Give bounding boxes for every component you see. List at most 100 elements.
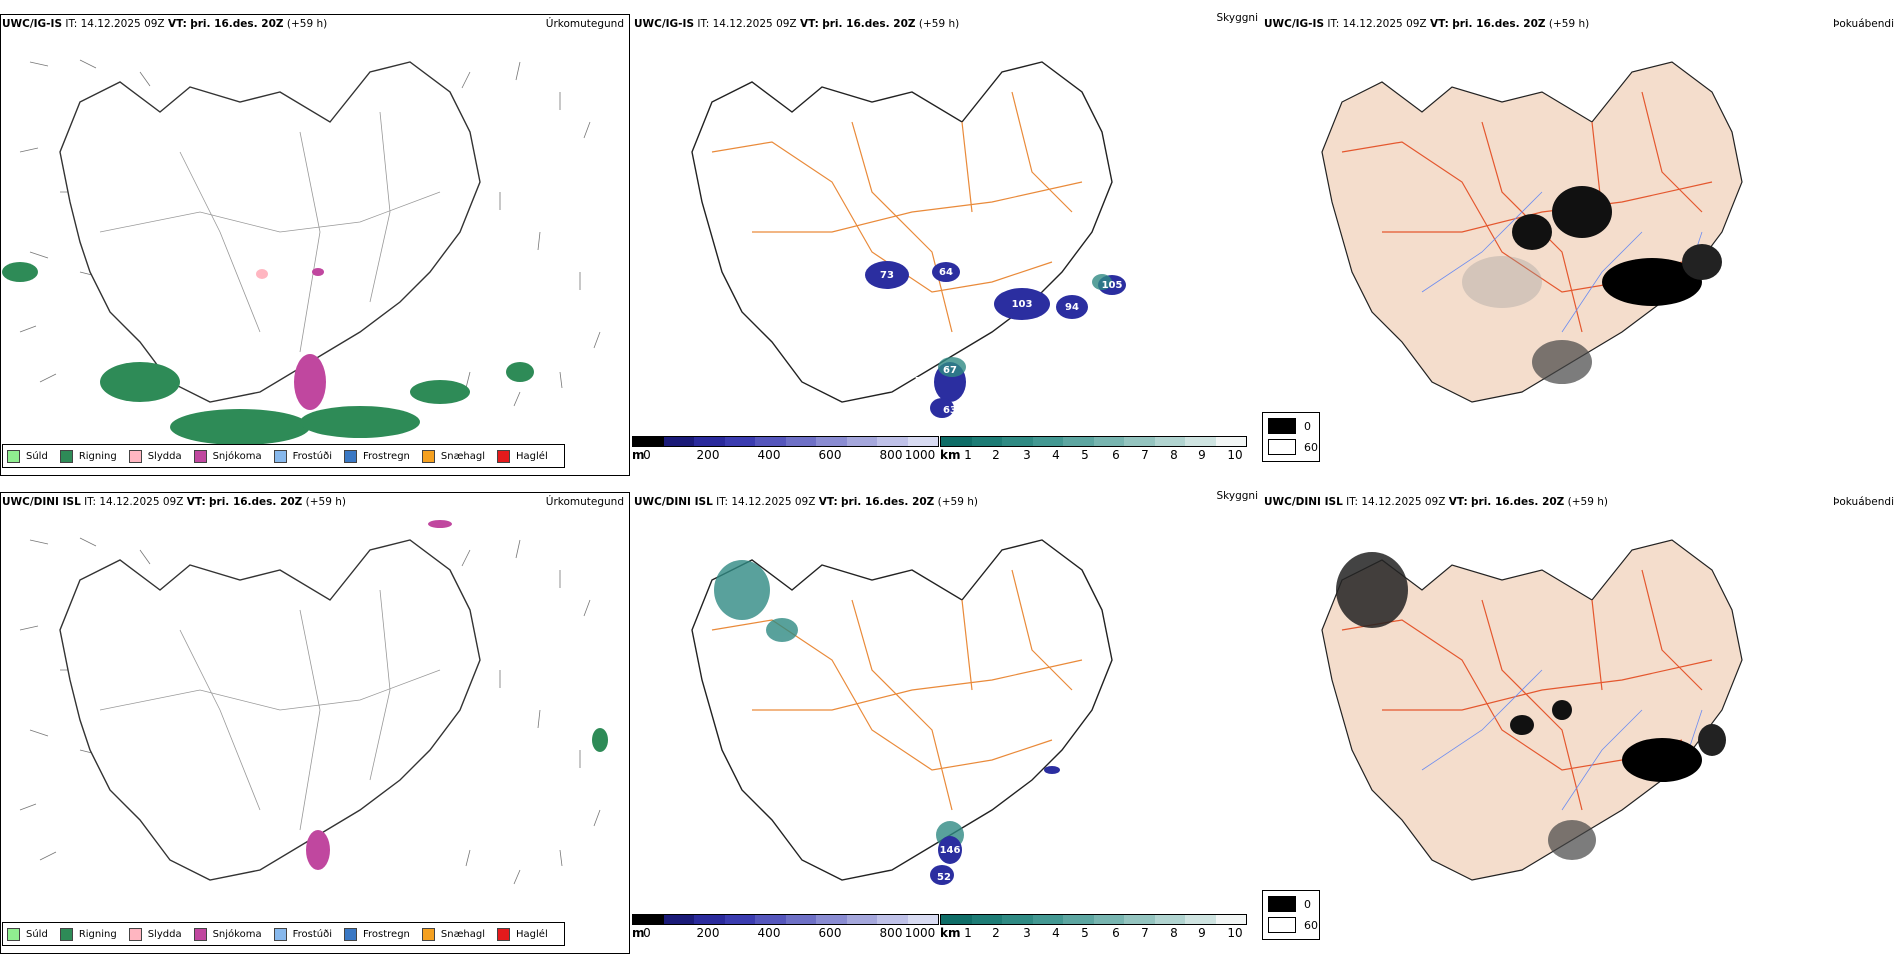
vt-value: þri. 16.des. 20Z bbox=[190, 18, 284, 30]
legend-swatch bbox=[497, 927, 511, 941]
fog-panel-dini: UWC/DINI ISL IT: 14.12.2025 09Z VT: þri.… bbox=[1262, 492, 1894, 954]
roads bbox=[99, 111, 441, 353]
precip-map bbox=[19, 520, 608, 885]
vt-value: þri. 16.des. 20Z bbox=[1452, 18, 1546, 30]
fog-swatch bbox=[1268, 917, 1296, 933]
colorbar-ticks: 1 2 3 4 5 6 7 8 9 10 bbox=[940, 448, 1245, 462]
fog-legend-row1: 0 60 bbox=[1262, 412, 1320, 462]
colorbar-tick: 1000 bbox=[904, 448, 936, 462]
legend-item-snaehagl: Snæhagl bbox=[421, 449, 485, 463]
legend-item-rigning: Rigning bbox=[59, 927, 117, 941]
it-value: 14.12.2025 09Z bbox=[1342, 18, 1427, 30]
lead-time: (+59 h) bbox=[305, 496, 346, 508]
legend-swatch bbox=[193, 927, 207, 941]
fog-map bbox=[1321, 539, 1743, 881]
lead-time: (+59 h) bbox=[937, 496, 978, 508]
colorbar-tick: 200 bbox=[696, 448, 720, 462]
colorbar-m-row2: m 0 200 400 600 800 1000 bbox=[632, 914, 939, 946]
roads bbox=[711, 91, 1083, 333]
colorbar-ticks: 1 2 3 4 5 6 7 8 9 10 bbox=[940, 926, 1245, 940]
colorbar-m-gradient bbox=[632, 914, 939, 925]
colorbar-tick: 5 bbox=[1081, 448, 1089, 462]
cloud-base-labels: 146 52 bbox=[937, 845, 960, 883]
legend-item-frostudi: Frostúði bbox=[273, 927, 332, 941]
colorbar-tick: 4 bbox=[1052, 448, 1060, 462]
colorbar-tick: 4 bbox=[1052, 926, 1060, 940]
legend-swatch bbox=[273, 449, 287, 463]
colorbar-tick: 7 bbox=[1141, 448, 1149, 462]
colorbar-m-row1: m 0 200 400 600 800 1000 bbox=[632, 436, 939, 468]
panel-frame bbox=[0, 14, 630, 476]
panel-type-label: Skyggni bbox=[1216, 12, 1259, 24]
it-label: IT: bbox=[1327, 18, 1340, 30]
visibility-panel-dini: UWC/DINI ISL IT: 14.12.2025 09Z VT: þri.… bbox=[632, 490, 1262, 954]
panel-header: UWC/IG-IS IT: 14.12.2025 09Z VT: þri. 16… bbox=[1264, 18, 1890, 30]
legend-swatch bbox=[344, 449, 357, 463]
fog-legend-black: 0 bbox=[1268, 896, 1311, 912]
fog-legend-white: 60 bbox=[1268, 917, 1318, 933]
colorbar-tick: 3 bbox=[1023, 448, 1031, 462]
fog-swatch bbox=[1268, 896, 1296, 912]
model-name: UWC/DINI ISL bbox=[2, 496, 81, 508]
panel-type-label: Þokuábendi bbox=[1833, 496, 1894, 508]
legend-label: Slydda bbox=[147, 450, 182, 462]
panel-type-label: Úrkomutegund bbox=[545, 18, 624, 30]
precip-panel-dini: UWC/DINI ISL IT: 14.12.2025 09Z VT: þri.… bbox=[0, 492, 630, 954]
it-label: IT: bbox=[697, 18, 710, 30]
cloud-base-label: 10 bbox=[1123, 260, 1137, 271]
legend-label: Haglél bbox=[516, 450, 548, 462]
colorbar-tick: 400 bbox=[757, 448, 781, 462]
lead-time: (+59 h) bbox=[286, 18, 328, 30]
colorbar-tick: 3 bbox=[1023, 926, 1031, 940]
vt-value: þri. 16.des. 20Z bbox=[822, 18, 916, 30]
legend-item-haglel: Haglél bbox=[497, 927, 548, 941]
iceland-land bbox=[1321, 539, 1743, 881]
it-value: 14.12.2025 09Z bbox=[1361, 496, 1446, 508]
model-name: UWC/IG-IS bbox=[634, 18, 695, 30]
legend-item-frostudi: Frostúði bbox=[273, 449, 332, 463]
fog-map bbox=[1321, 61, 1743, 403]
colorbar-tick: 2 bbox=[992, 448, 1000, 462]
cloud-base-label: 74 bbox=[915, 376, 929, 387]
colorbar-ticks: 0 200 400 600 800 1000 bbox=[632, 926, 937, 940]
colorbar-tick: 1 bbox=[964, 926, 972, 940]
legend-swatch bbox=[273, 927, 287, 941]
legend-swatch bbox=[421, 449, 435, 463]
rain-areas bbox=[592, 728, 608, 752]
panel-header: UWC/IG-IS IT: 14.12.2025 09Z VT: þri. 16… bbox=[2, 18, 628, 30]
colorbar-tick: 8 bbox=[1170, 448, 1178, 462]
panel-type-label: Úrkomutegund bbox=[545, 496, 624, 508]
legend-swatch bbox=[128, 927, 142, 941]
legend-label: Súld bbox=[26, 450, 48, 462]
cloud-base-label: 64 bbox=[939, 267, 953, 278]
vt-label: VT: bbox=[1429, 18, 1449, 30]
model-name: UWC/IG-IS bbox=[1264, 18, 1325, 30]
lead-time: (+59 h) bbox=[1567, 496, 1608, 508]
visibility-map: 146 52 bbox=[691, 539, 1113, 885]
legend-swatch bbox=[7, 449, 20, 463]
precip-legend: Súld Rigning Slydda Snjókoma Frostúði Fr… bbox=[2, 444, 565, 468]
legend-swatch bbox=[128, 449, 142, 463]
legend-swatch bbox=[421, 927, 435, 941]
cloud-base-label: 94 bbox=[1065, 302, 1079, 313]
fog-areas bbox=[1336, 552, 1726, 860]
cloud-base-label: 52 bbox=[937, 872, 951, 883]
roads bbox=[711, 569, 1083, 811]
it-label: IT: bbox=[1346, 496, 1359, 508]
rain-areas bbox=[2, 262, 534, 445]
colorbar-unit: m bbox=[632, 926, 645, 940]
snow-areas bbox=[306, 520, 452, 870]
legend-item-sudd: Súld bbox=[7, 927, 48, 941]
legend-swatch bbox=[193, 449, 207, 463]
cloud-teal-areas bbox=[938, 274, 1112, 377]
colorbar-tick: 1000 bbox=[904, 926, 936, 940]
panel-header: UWC/DINI ISL IT: 14.12.2025 09Z VT: þri.… bbox=[634, 496, 1260, 508]
cloud-areas bbox=[930, 766, 1060, 885]
vt-label: VT: bbox=[167, 18, 187, 30]
iceland-coastline bbox=[59, 539, 481, 881]
fog-legend-value: 0 bbox=[1304, 419, 1311, 433]
snow-areas bbox=[256, 268, 326, 410]
cloud-base-label: 146 bbox=[940, 845, 961, 856]
colorbar-tick: 0 bbox=[643, 926, 651, 940]
vt-label: VT: bbox=[818, 496, 838, 508]
